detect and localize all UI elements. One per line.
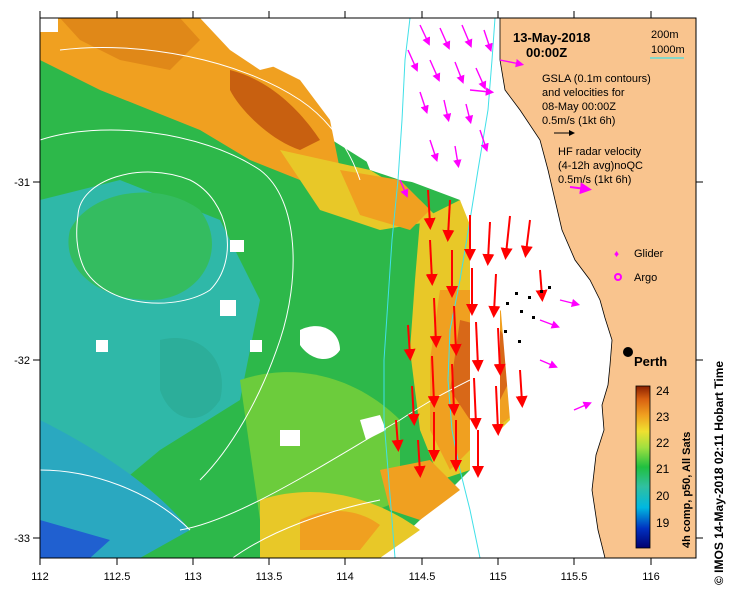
map-time: 00:00Z <box>526 45 567 60</box>
x-tick-label: 115 <box>489 571 507 583</box>
argo-symbol <box>614 273 622 281</box>
y-tick-label: -31 <box>14 177 30 189</box>
gsla-text-line: GSLA (0.1m contours) <box>542 73 651 85</box>
gsla-text-line: 0.5m/s (1kt 6h) <box>542 115 615 127</box>
bathymetry-1000m-contour <box>383 17 411 559</box>
colorbar-label: 20 <box>656 489 670 503</box>
x-tick-label: 112.5 <box>104 571 131 583</box>
hf-radar-vectors <box>399 24 592 411</box>
perth-label: Perth <box>634 354 667 369</box>
colorbar-label: 22 <box>656 436 670 450</box>
hf-text-line: 0.5m/s (1kt 6h) <box>558 174 631 186</box>
x-tick-label: 116 <box>642 571 660 583</box>
depth-legend-200m: 200m <box>651 29 679 41</box>
colorbar-label: 21 <box>656 462 670 476</box>
y-tick-label: -33 <box>14 533 30 545</box>
x-tick-label: 115.5 <box>561 571 588 583</box>
copyright-caption: © IMOS 14-May-2018 02:11 Hobart Time <box>712 360 726 585</box>
glider-label: Glider <box>634 248 664 260</box>
gsla-vectors <box>504 286 551 343</box>
x-axis-labels: 112 112.5 113 113.5 114 114.5 115 115.5 … <box>31 571 660 583</box>
hf-text-line: (4-12h avg)noQC <box>558 160 643 172</box>
x-tick-label: 112 <box>31 571 49 583</box>
colorbar-label: 19 <box>656 516 670 530</box>
map-date: 13-May-2018 <box>513 30 590 45</box>
gsla-text-line: 08-May 00:00Z <box>542 101 616 113</box>
colorbar-label: 23 <box>656 410 670 424</box>
hf-radar-strong-vectors <box>391 189 548 478</box>
y-tick-label: -32 <box>14 355 30 367</box>
x-tick-label: 113.5 <box>256 571 283 583</box>
y-axis-labels: -31 -32 -33 <box>14 177 30 545</box>
plot-frame <box>39 17 697 559</box>
colorbar-caption: 4h comp, p50, All Sats <box>681 432 693 548</box>
gsla-text-line: and velocities for <box>542 87 625 99</box>
hf-scale-arrow <box>569 182 592 195</box>
x-tick-label: 114 <box>336 571 354 583</box>
glider-symbol: ♦ <box>614 249 619 260</box>
x-tick-label: 114.5 <box>409 571 436 583</box>
gsla-contours <box>39 46 471 561</box>
hf-text-line: HF radar velocity <box>558 146 642 158</box>
colorbar-label: 24 <box>656 384 670 398</box>
axis-ticks <box>33 11 703 565</box>
sst-field <box>40 18 600 558</box>
x-tick-label: 113 <box>184 571 202 583</box>
argo-label: Argo <box>634 272 657 284</box>
perth-marker <box>623 347 633 357</box>
depth-legend-1000m: 1000m <box>651 44 685 56</box>
sst-colorbar <box>635 385 651 549</box>
bathymetry-200m-contour <box>447 17 496 559</box>
